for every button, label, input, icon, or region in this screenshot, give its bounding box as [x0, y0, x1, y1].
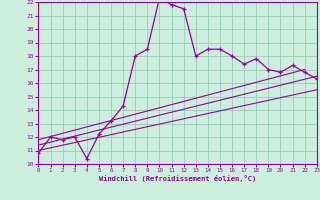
X-axis label: Windchill (Refroidissement éolien,°C): Windchill (Refroidissement éolien,°C): [99, 175, 256, 182]
